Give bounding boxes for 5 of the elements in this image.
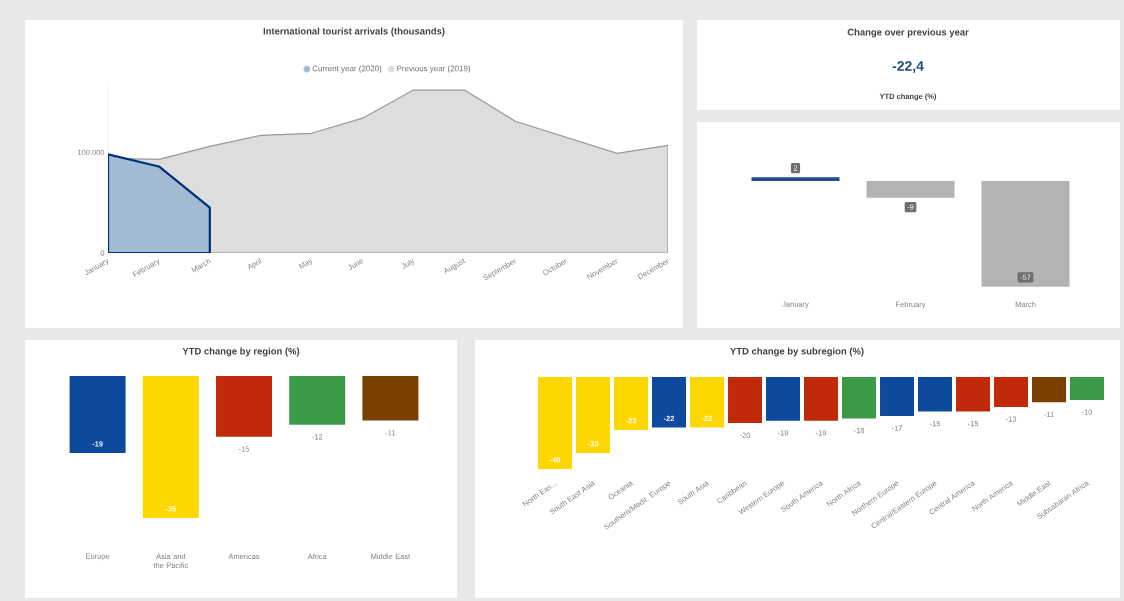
text: Change over previous year xyxy=(847,28,969,38)
chart-title: YTD change by region (%) xyxy=(182,347,300,357)
text: -22,4 xyxy=(892,61,924,73)
chart-title: International tourist arrivals (thousands) xyxy=(263,27,445,37)
chart-title: YTD change by subregion (%) xyxy=(730,347,864,357)
